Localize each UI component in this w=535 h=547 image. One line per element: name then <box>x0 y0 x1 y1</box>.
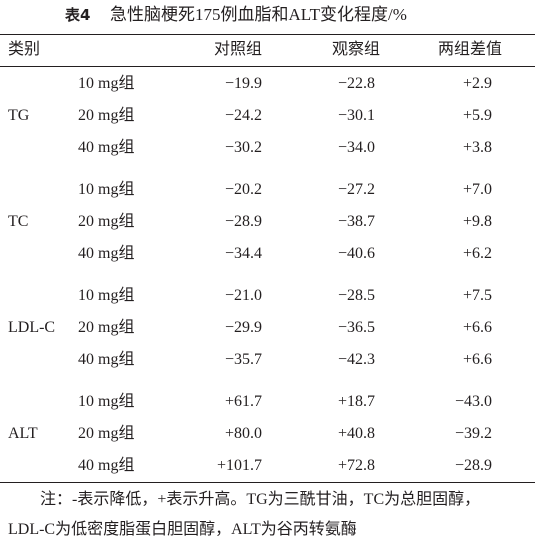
header-cell: 对照组 <box>213 41 262 58</box>
value-cell: −22.8 <box>337 75 375 92</box>
value-cell: −38.7 <box>337 213 375 230</box>
header-cell: 两组差值 <box>437 41 502 58</box>
dose-cell: 20 mg组 <box>78 319 135 336</box>
value-cell: −28.5 <box>337 287 375 304</box>
value-cell: +6.6 <box>462 351 492 368</box>
category-cell: ALT <box>8 425 38 442</box>
value-cell: −30.2 <box>224 139 262 156</box>
value-cell: +2.9 <box>462 75 492 92</box>
value-cell: +6.2 <box>462 245 492 262</box>
value-cell: +18.7 <box>337 393 375 410</box>
dose-cell: 20 mg组 <box>78 213 135 230</box>
dose-cell: 40 mg组 <box>78 457 135 474</box>
value-cell: +80.0 <box>224 425 262 442</box>
bottom-rule <box>0 482 535 483</box>
value-cell: +9.8 <box>462 213 492 230</box>
dose-cell: 10 mg组 <box>78 75 135 92</box>
dose-cell: 10 mg组 <box>78 181 135 198</box>
value-cell: −40.6 <box>337 245 375 262</box>
header-rule <box>0 66 535 67</box>
category-cell: TG <box>8 107 30 124</box>
dose-cell: 10 mg组 <box>78 393 135 410</box>
category-cell: LDL-C <box>8 319 56 336</box>
value-cell: −34.0 <box>337 139 375 156</box>
value-cell: −39.2 <box>454 425 492 442</box>
value-cell: −36.5 <box>337 319 375 336</box>
value-cell: −19.9 <box>224 75 262 92</box>
value-cell: +101.7 <box>216 457 262 474</box>
value-cell: +7.5 <box>462 287 492 304</box>
category-cell: TC <box>8 213 29 230</box>
value-cell: −28.9 <box>224 213 262 230</box>
value-cell: −35.7 <box>224 351 262 368</box>
dose-cell: 40 mg组 <box>78 245 135 262</box>
value-cell: +61.7 <box>224 393 262 410</box>
note-line: LDL-C为低密度脂蛋白胆固醇，ALT为谷丙转氨酶 <box>8 521 357 538</box>
value-cell: −43.0 <box>454 393 492 410</box>
value-cell: −27.2 <box>337 181 375 198</box>
value-cell: +7.0 <box>462 181 492 198</box>
value-cell: +5.9 <box>462 107 492 124</box>
value-cell: +3.8 <box>462 139 492 156</box>
table-label: 表4 <box>65 6 91 24</box>
value-cell: −29.9 <box>224 319 262 336</box>
value-cell: −24.2 <box>224 107 262 124</box>
value-cell: +72.8 <box>337 457 375 474</box>
note-line: 注：-表示降低，+表示升高。TG为三酰甘油，TC为总胆固醇， <box>40 491 481 508</box>
value-cell: +6.6 <box>462 319 492 336</box>
top-rule <box>0 34 535 35</box>
table-title: 急性脑梗死175例血脂和ALT变化程度/% <box>110 5 407 24</box>
value-cell: −20.2 <box>224 181 262 198</box>
dose-cell: 20 mg组 <box>78 425 135 442</box>
value-cell: +40.8 <box>337 425 375 442</box>
value-cell: −42.3 <box>337 351 375 368</box>
value-cell: −28.9 <box>454 457 492 474</box>
value-cell: −21.0 <box>224 287 262 304</box>
dose-cell: 40 mg组 <box>78 139 135 156</box>
header-cell: 观察组 <box>331 41 380 58</box>
value-cell: −34.4 <box>224 245 262 262</box>
header-cell: 类别 <box>8 41 41 58</box>
dose-cell: 20 mg组 <box>78 107 135 124</box>
dose-cell: 10 mg组 <box>78 287 135 304</box>
value-cell: −30.1 <box>337 107 375 124</box>
dose-cell: 40 mg组 <box>78 351 135 368</box>
